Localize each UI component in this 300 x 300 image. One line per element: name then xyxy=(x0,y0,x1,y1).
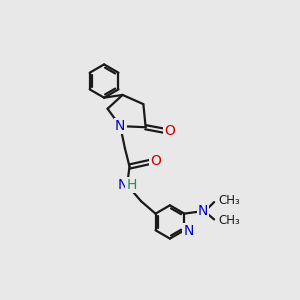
Text: O: O xyxy=(150,154,161,168)
Text: N: N xyxy=(118,178,128,192)
Text: O: O xyxy=(164,124,175,138)
Text: N: N xyxy=(198,204,208,218)
Text: N: N xyxy=(115,119,125,133)
Text: N: N xyxy=(183,224,194,239)
Text: H: H xyxy=(126,178,136,192)
Text: CH₃: CH₃ xyxy=(219,214,241,227)
Text: CH₃: CH₃ xyxy=(219,194,241,207)
